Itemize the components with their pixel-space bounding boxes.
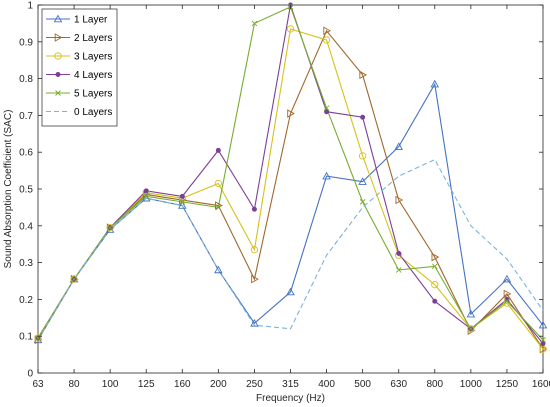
y-tick-label: 0.6 bbox=[19, 148, 33, 159]
point-5-layers bbox=[71, 276, 77, 282]
x-tick-label: 160 bbox=[174, 379, 191, 390]
y-tick-label: 0.9 bbox=[19, 37, 33, 48]
point-1-layer bbox=[538, 320, 548, 329]
x-tick-label: 250 bbox=[246, 379, 263, 390]
series-markers bbox=[33, 2, 548, 354]
y-tick-label: 0.1 bbox=[19, 332, 33, 343]
point-4-layers bbox=[143, 188, 149, 194]
point-5-layers bbox=[359, 199, 366, 205]
point-4-layers bbox=[360, 114, 366, 120]
point-4-layers bbox=[396, 250, 402, 256]
x-axis-ticks: 63 80 100 125 160 200 250 315 400 500 630 800 1000 12… bbox=[32, 5, 550, 390]
point-1-layer bbox=[466, 309, 476, 318]
legend-marker-1-layer bbox=[53, 14, 63, 23]
y-axis-ticks: 0 0.1 0.2 0.3 0.4 0.5 0.6 0.7 0.8 0.9 1 bbox=[19, 1, 543, 380]
legend-label-5-layers: 5 Layers bbox=[74, 89, 112, 100]
point-4-layers bbox=[215, 147, 221, 153]
y-tick-label: 0 bbox=[27, 369, 33, 380]
point-5-layers bbox=[540, 337, 546, 343]
point-2-layers bbox=[287, 109, 295, 118]
point-5-layers bbox=[431, 263, 438, 270]
legend-marker-3-layers bbox=[54, 52, 62, 60]
point-3-layers bbox=[286, 25, 295, 33]
y-tick-label: 1 bbox=[27, 1, 33, 12]
point-1-layer bbox=[250, 318, 259, 327]
x-tick-label: 100 bbox=[102, 379, 119, 390]
legend-label-3-layers: 3 Layers bbox=[74, 52, 112, 63]
point-3-layers bbox=[34, 334, 42, 342]
legend-label-4-layers: 4 Layers bbox=[74, 70, 112, 81]
point-5-layers bbox=[468, 326, 474, 332]
x-tick-label: 1250 bbox=[496, 379, 519, 390]
point-5-layers bbox=[143, 193, 150, 200]
x-tick-label: 200 bbox=[210, 379, 227, 390]
point-3-layers bbox=[70, 275, 78, 283]
y-tick-label: 0.8 bbox=[19, 74, 33, 85]
y-axis-label: Sound Absorption Coefficient (SAC) bbox=[3, 110, 14, 269]
point-1-layer bbox=[358, 177, 367, 185]
point-5-layers bbox=[395, 267, 402, 273]
x-tick-label: 63 bbox=[32, 379, 44, 390]
point-4-layers bbox=[179, 193, 185, 199]
y-tick-label: 0.5 bbox=[19, 185, 33, 196]
point-4-layers bbox=[432, 298, 438, 304]
point-3-layers bbox=[467, 325, 475, 333]
x-tick-label: 630 bbox=[390, 379, 407, 390]
x-tick-label: 500 bbox=[354, 379, 371, 390]
y-tick-label: 0.7 bbox=[19, 111, 33, 122]
point-2-layers bbox=[503, 289, 512, 299]
legend-marker-2-layers bbox=[54, 33, 63, 42]
point-2-layers bbox=[251, 274, 259, 284]
point-2-layers bbox=[359, 70, 368, 80]
point-3-layers bbox=[214, 179, 223, 188]
point-1-layer bbox=[502, 274, 512, 283]
point-5-layers bbox=[107, 224, 113, 231]
point-3-layers bbox=[106, 223, 114, 232]
legend-marker-4-layers bbox=[55, 72, 61, 78]
legend-label-0-layers: 0 Layers bbox=[74, 107, 112, 118]
legend-label-1-layer: 1 Layer bbox=[74, 15, 108, 26]
point-1-layer bbox=[394, 142, 403, 150]
x-tick-label: 80 bbox=[69, 379, 81, 390]
y-tick-label: 0.3 bbox=[19, 258, 33, 269]
plot-area bbox=[37, 4, 544, 374]
series-line-0-layers bbox=[37, 158, 544, 341]
y-tick-label: 0.2 bbox=[19, 295, 33, 306]
point-5-layers bbox=[504, 298, 510, 305]
point-4-layers bbox=[540, 341, 546, 347]
x-tick-label: 315 bbox=[282, 379, 299, 390]
x-tick-label: 400 bbox=[318, 379, 335, 390]
point-1-layer bbox=[214, 265, 223, 274]
legend-box bbox=[41, 8, 118, 127]
legend-label-2-layers: 2 Layers bbox=[74, 33, 112, 44]
point-3-layers bbox=[250, 246, 259, 254]
x-axis-label: Frequency (Hz) bbox=[256, 393, 325, 404]
legend: 1 Layer 2 Layers 3 Layers 4 Layers 5 Layers 0… bbox=[41, 8, 118, 127]
point-4-layers bbox=[251, 206, 257, 212]
point-5-layers bbox=[251, 20, 258, 27]
point-2-layers bbox=[323, 26, 331, 36]
point-5-layers bbox=[215, 204, 222, 211]
point-2-layers bbox=[431, 252, 440, 262]
point-3-layers bbox=[322, 36, 331, 44]
x-tick-label: 1000 bbox=[460, 379, 483, 390]
legend-marker-5-layers bbox=[55, 90, 61, 96]
point-5-layers bbox=[323, 105, 330, 111]
y-tick-label: 0.4 bbox=[19, 221, 33, 232]
point-3-layers bbox=[431, 281, 439, 289]
point-3-layers bbox=[358, 152, 367, 160]
point-1-layer bbox=[322, 171, 331, 180]
point-1-layer bbox=[286, 287, 295, 296]
point-5-layers bbox=[179, 199, 186, 205]
point-1-layer bbox=[178, 201, 187, 209]
x-tick-label: 125 bbox=[138, 379, 155, 390]
point-2-layers bbox=[395, 195, 404, 205]
point-4-layers bbox=[324, 109, 330, 115]
x-tick-label: 800 bbox=[426, 379, 443, 390]
point-1-layer bbox=[430, 79, 440, 88]
